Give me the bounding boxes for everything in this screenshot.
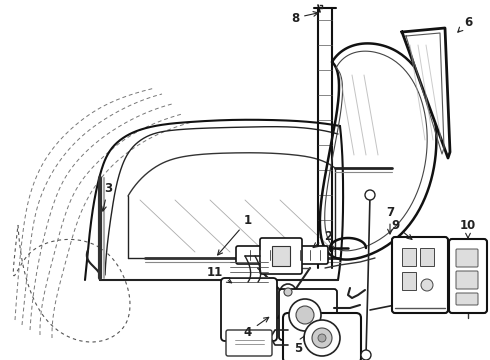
FancyBboxPatch shape	[272, 246, 290, 266]
FancyBboxPatch shape	[279, 289, 337, 340]
FancyBboxPatch shape	[226, 330, 272, 356]
FancyBboxPatch shape	[392, 237, 448, 313]
Text: 6: 6	[458, 15, 472, 32]
Polygon shape	[402, 28, 450, 158]
Text: 10: 10	[460, 219, 476, 238]
FancyBboxPatch shape	[402, 248, 416, 266]
FancyBboxPatch shape	[236, 246, 328, 264]
Text: 5: 5	[294, 336, 304, 355]
Circle shape	[296, 306, 314, 324]
Circle shape	[289, 299, 321, 331]
FancyBboxPatch shape	[283, 313, 361, 360]
Text: 2: 2	[313, 230, 332, 248]
Text: 8: 8	[291, 12, 318, 24]
FancyBboxPatch shape	[402, 272, 416, 290]
FancyBboxPatch shape	[260, 238, 302, 274]
Text: 9: 9	[391, 219, 412, 239]
Circle shape	[280, 284, 296, 300]
Text: 1: 1	[218, 213, 252, 255]
FancyBboxPatch shape	[420, 248, 434, 266]
Circle shape	[304, 320, 340, 356]
Circle shape	[318, 334, 326, 342]
Text: 7: 7	[386, 206, 394, 234]
Text: 11: 11	[207, 266, 232, 283]
Circle shape	[421, 279, 433, 291]
Circle shape	[361, 350, 371, 360]
FancyBboxPatch shape	[221, 278, 277, 341]
Circle shape	[365, 190, 375, 200]
Circle shape	[284, 288, 292, 296]
Circle shape	[312, 328, 332, 348]
FancyBboxPatch shape	[449, 239, 487, 313]
FancyBboxPatch shape	[456, 293, 478, 305]
FancyBboxPatch shape	[456, 271, 478, 289]
Text: 3: 3	[101, 181, 112, 211]
FancyBboxPatch shape	[456, 249, 478, 267]
Text: 4: 4	[244, 317, 269, 338]
